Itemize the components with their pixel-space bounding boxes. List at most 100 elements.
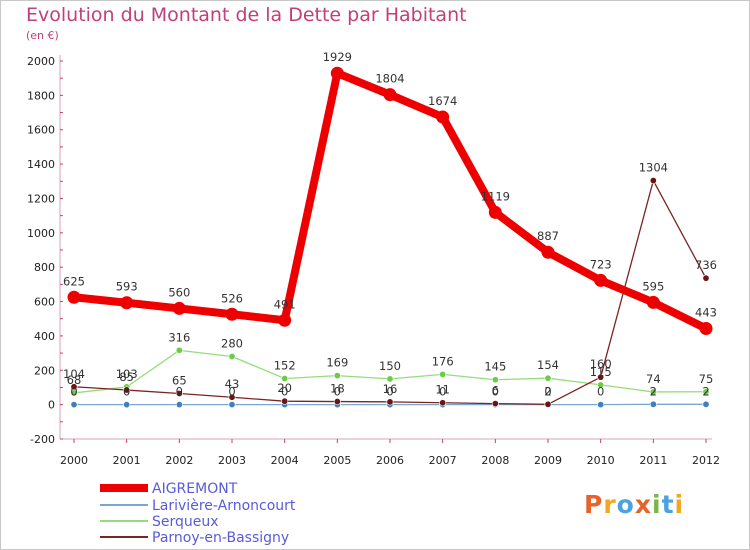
series-layer (67, 66, 713, 409)
data-point (488, 205, 502, 219)
data-point (597, 373, 605, 381)
data-point (702, 388, 710, 396)
logo-letter: x (634, 490, 652, 519)
data-label: 526 (221, 291, 243, 305)
logo-letter: o (616, 490, 635, 519)
data-label: 316 (168, 330, 190, 344)
logo-letter: i (674, 490, 685, 519)
data-label: 595 (642, 279, 664, 293)
data-label: 145 (484, 360, 506, 374)
y-tick-label: 400 (34, 330, 55, 343)
data-label: 0 (439, 385, 446, 399)
data-label: 560 (168, 285, 190, 299)
axes: -200020040060080010001200140016001800200… (27, 55, 720, 467)
data-point (330, 66, 344, 80)
data-point (649, 388, 657, 396)
data-label: 16 (383, 382, 398, 396)
data-label: 150 (379, 359, 401, 373)
data-label: 43 (225, 377, 240, 391)
y-tick-label: 600 (34, 296, 55, 309)
data-label: 65 (172, 373, 187, 387)
data-label: 154 (537, 358, 559, 372)
data-point (649, 400, 657, 408)
chart-unit: (en €) (26, 29, 59, 42)
data-point (175, 389, 183, 397)
data-point (491, 376, 499, 384)
data-label: 0 (281, 385, 288, 399)
data-point (436, 110, 450, 124)
data-label: 18 (330, 382, 345, 396)
x-tick-label: 2004 (271, 454, 299, 467)
data-point (646, 295, 660, 309)
data-point (175, 346, 183, 354)
data-point (594, 273, 608, 287)
data-label: 736 (695, 258, 717, 272)
data-label: 625 (63, 274, 85, 288)
x-tick-label: 2010 (587, 454, 615, 467)
data-label: 1804 (375, 72, 404, 86)
data-point (67, 290, 81, 304)
data-point (699, 322, 713, 336)
data-point (278, 313, 292, 327)
data-point (439, 399, 447, 407)
data-label: 2 (544, 384, 551, 398)
data-label: 20 (277, 381, 292, 395)
x-tick-label: 2001 (113, 454, 141, 467)
data-point (175, 401, 183, 409)
x-tick-label: 2012 (692, 454, 720, 467)
data-label: 0 (228, 385, 235, 399)
data-label: 103 (116, 367, 138, 381)
data-label: 887 (537, 229, 559, 243)
x-tick-label: 2006 (376, 454, 404, 467)
data-point (544, 374, 552, 382)
y-tick-label: 800 (34, 261, 55, 274)
data-label: 75 (699, 372, 714, 386)
chart-title: Evolution du Montant de la Dette par Hab… (26, 4, 467, 26)
proxiti-logo: Proxiti (584, 490, 684, 519)
series-0 (67, 66, 713, 336)
data-label: 11 (435, 383, 450, 397)
data-label: 160 (590, 357, 612, 371)
x-tick-label: 2000 (60, 454, 88, 467)
data-label: 152 (274, 359, 296, 373)
data-label: 0 (544, 385, 551, 399)
y-tick-label: 1800 (27, 89, 55, 102)
data-point (228, 353, 236, 361)
data-label: 1674 (428, 94, 457, 108)
data-label: 0 (334, 385, 341, 399)
y-tick-label: 200 (34, 364, 55, 377)
data-label: 1304 (639, 161, 668, 175)
data-point (333, 372, 341, 380)
data-label: 85 (119, 370, 134, 384)
data-label: 68 (67, 373, 82, 387)
data-point (228, 401, 236, 409)
data-point (70, 401, 78, 409)
data-point (541, 245, 555, 259)
logo-letter: t (661, 490, 675, 519)
data-label: 1119 (481, 189, 510, 203)
data-point (172, 301, 186, 315)
data-label: 176 (432, 354, 454, 368)
y-tick-label: 1200 (27, 192, 55, 205)
data-label: 0 (176, 385, 183, 399)
data-label: 491 (274, 297, 296, 311)
data-label: 169 (326, 356, 348, 370)
data-point (70, 383, 78, 391)
data-point (702, 400, 710, 408)
data-label: 723 (590, 257, 612, 271)
data-label: 2 (650, 384, 657, 398)
data-point (281, 397, 289, 405)
x-tick-label: 2003 (218, 454, 246, 467)
y-tick-label: 2000 (27, 55, 55, 68)
data-label: 104 (63, 367, 85, 381)
x-tick-label: 2008 (481, 454, 509, 467)
y-tick-label: 1600 (27, 124, 55, 137)
data-label: 0 (123, 385, 130, 399)
data-point (649, 177, 657, 185)
data-label: 0 (492, 385, 499, 399)
legend-label: Parnoy-en-Bassigny (152, 530, 289, 546)
data-point (702, 274, 710, 282)
data-point (597, 381, 605, 389)
data-point (228, 393, 236, 401)
